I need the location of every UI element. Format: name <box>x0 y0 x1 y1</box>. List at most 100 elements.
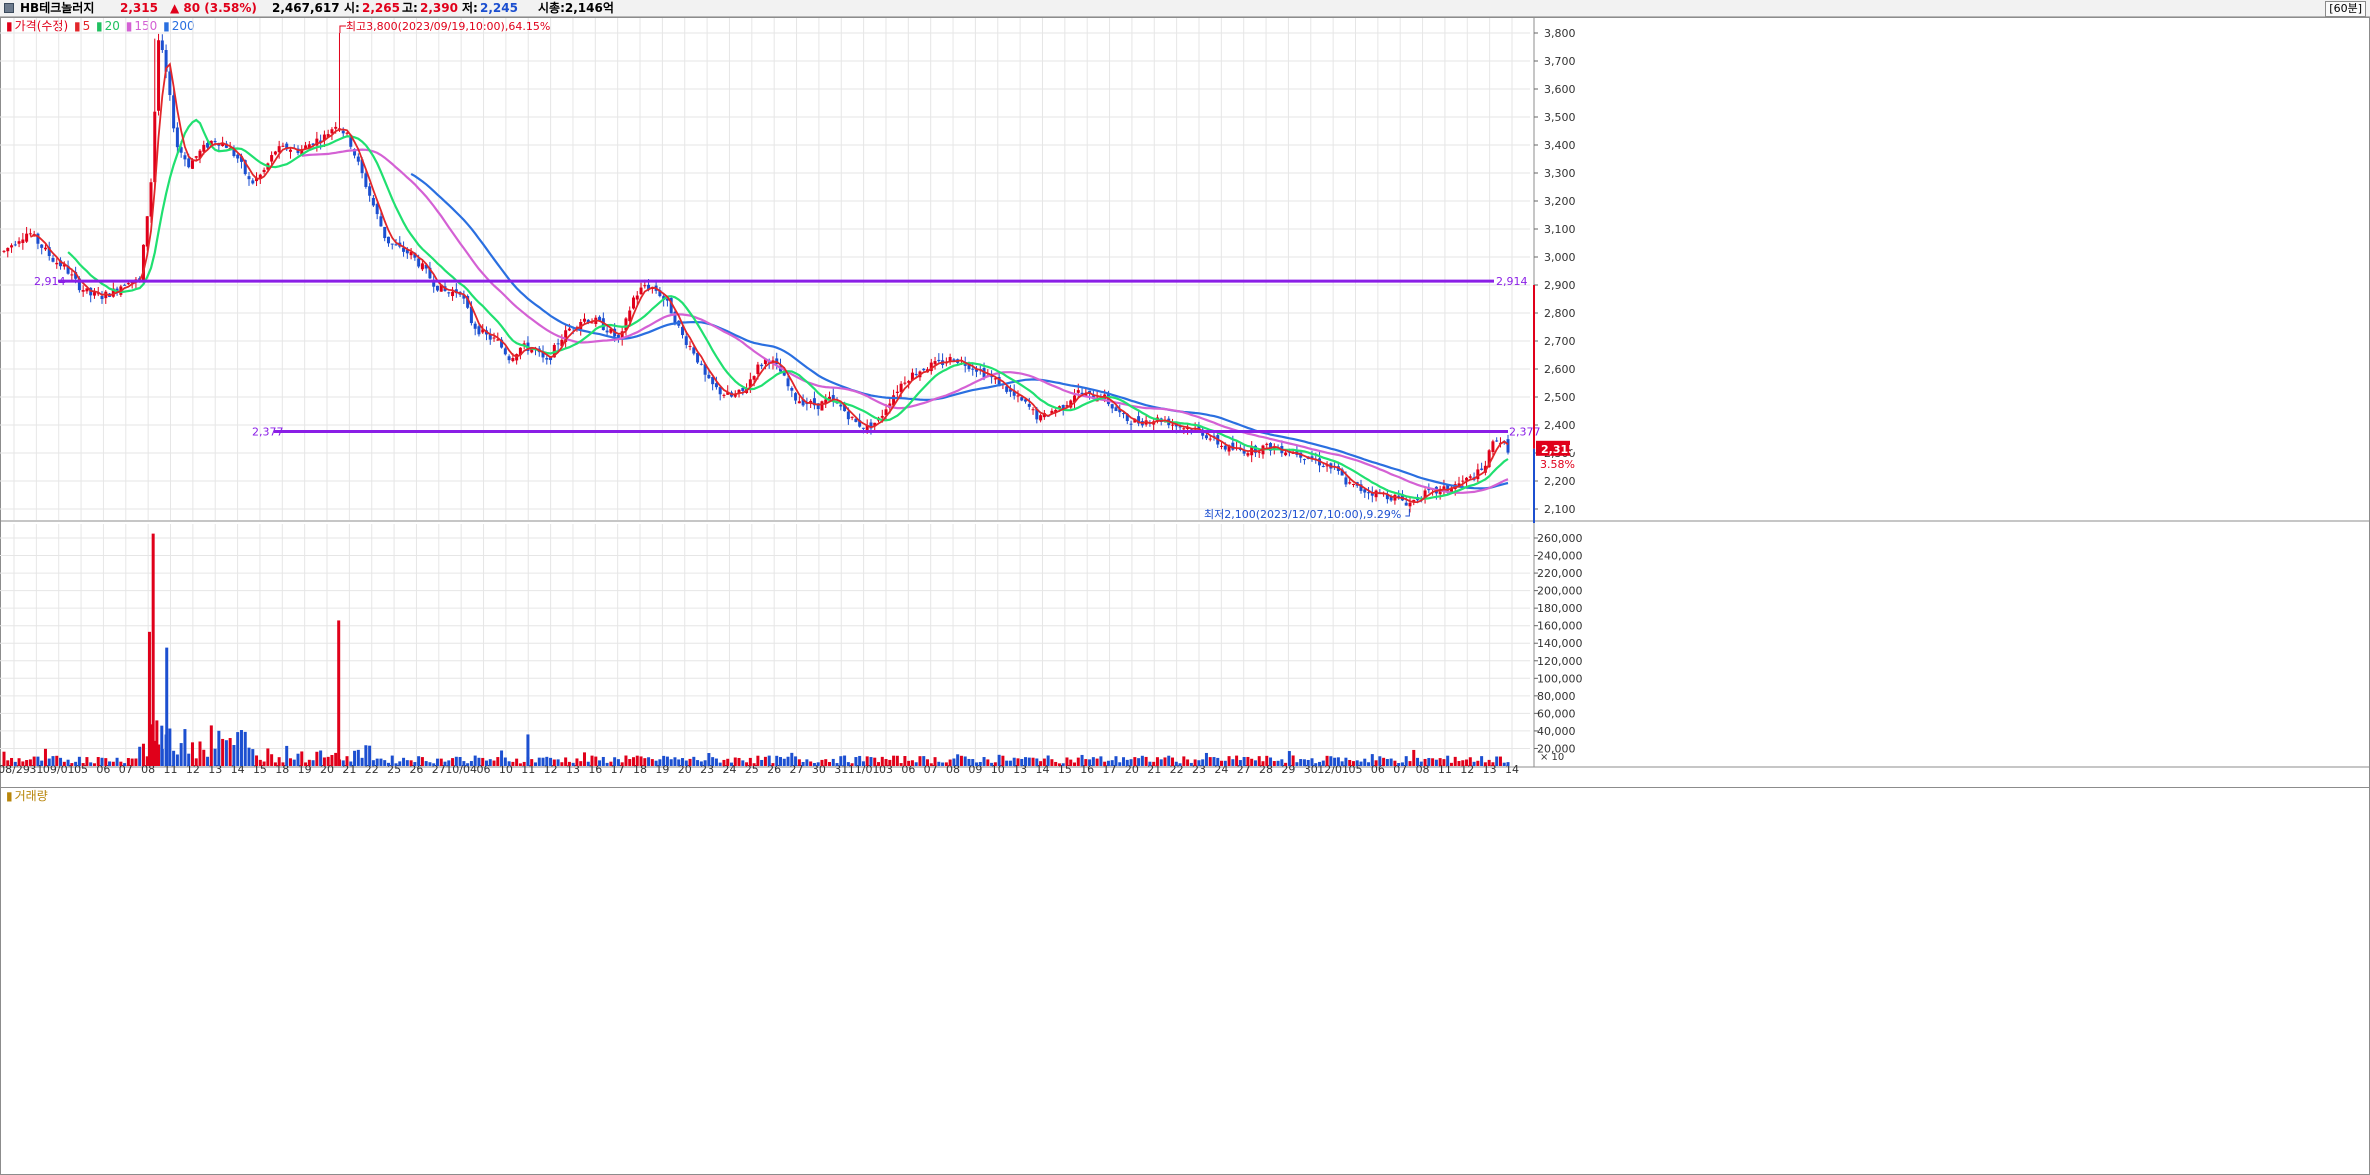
date-tick-label: 31 <box>29 763 43 776</box>
volume-bar <box>662 755 666 766</box>
volume-bar <box>194 758 198 766</box>
volume-bar <box>379 758 383 766</box>
candle-body <box>1035 408 1039 420</box>
date-tick-label: 23 <box>700 763 714 776</box>
volume-bar <box>1385 759 1389 766</box>
volume-bar <box>300 751 304 766</box>
volume-bar <box>130 758 134 766</box>
volume-bar <box>703 760 707 766</box>
volume-bar <box>1178 763 1182 766</box>
candle-body <box>194 156 198 158</box>
volume-bar <box>620 762 624 766</box>
volume-bar <box>533 762 537 766</box>
volume-bar <box>375 758 379 766</box>
candle-body <box>967 364 971 370</box>
candle-body <box>797 401 801 404</box>
volume-bar <box>402 757 406 766</box>
volume-bar <box>1412 749 1416 766</box>
price-tick-label: 2,500 <box>1544 391 1576 404</box>
candle-body <box>518 347 522 356</box>
volume-bar <box>673 757 677 766</box>
candle-body <box>816 403 820 410</box>
date-tick-label: 22 <box>365 763 379 776</box>
volume-bar <box>1220 760 1224 766</box>
volume-bar <box>405 760 409 766</box>
current-price: 2,315 <box>120 1 158 15</box>
volume-bar <box>477 757 481 766</box>
volume-bar <box>147 631 151 766</box>
candle-body <box>952 359 956 362</box>
market-cap: 시총:2,146억 <box>538 1 614 15</box>
volume-bar <box>1370 754 1374 766</box>
volume-tick-label: 20,000 <box>1537 742 1576 755</box>
candles <box>2 33 1510 513</box>
candle-body <box>1272 446 1276 449</box>
date-tick-label: 16 <box>588 763 602 776</box>
volume-bar <box>221 738 225 766</box>
price-tick-label: 3,300 <box>1544 167 1576 180</box>
candle-body <box>812 398 816 406</box>
volume-bar <box>1351 761 1355 766</box>
candle-body <box>1340 469 1344 476</box>
volume-bar <box>1020 758 1024 766</box>
candle-body <box>81 290 85 292</box>
volume-bar <box>665 756 669 766</box>
candle-body <box>643 285 647 287</box>
volume-bar <box>971 759 975 766</box>
candle-body <box>703 364 707 375</box>
volume-bar <box>1235 755 1239 766</box>
volume-bar <box>1374 760 1378 766</box>
last-change-label: 3.58% <box>1540 458 1575 471</box>
volume-bar <box>1069 759 1073 766</box>
volume-bar <box>360 757 364 766</box>
volume-tick-label: 220,000 <box>1537 567 1583 580</box>
candle-body <box>353 148 357 156</box>
volume-bar <box>714 758 718 766</box>
volume-bar <box>1246 756 1250 766</box>
candle-body <box>1069 400 1073 408</box>
volume-bar <box>892 755 896 766</box>
volume-bar <box>745 762 749 766</box>
volume-bar <box>85 757 89 766</box>
volume-bars <box>2 533 1510 766</box>
stock-name[interactable]: HB테크놀러지 <box>20 1 95 15</box>
volume-bar <box>32 756 36 766</box>
price-tick-label: 2,900 <box>1544 279 1576 292</box>
volume-bar <box>96 757 100 766</box>
candle-body <box>428 267 432 279</box>
volume-bar <box>1144 756 1148 766</box>
volume-bar <box>975 762 979 766</box>
volume-bar <box>108 761 112 766</box>
volume-bar <box>1155 757 1159 766</box>
volume-bar <box>202 749 206 766</box>
candle-body <box>948 356 952 362</box>
chart-menu-icon[interactable] <box>4 3 14 13</box>
candle-body <box>929 362 933 372</box>
volume-bar <box>1393 760 1397 766</box>
interval-selector[interactable]: [60분] <box>2325 1 2366 17</box>
volume-bar <box>1468 757 1472 766</box>
volume-bar <box>530 759 534 766</box>
volume-bar <box>1152 761 1156 766</box>
date-tick-label: 07 <box>119 763 133 776</box>
date-tick-label: 24 <box>1214 763 1228 776</box>
candle-body <box>922 368 926 371</box>
volume-bar <box>1367 762 1371 766</box>
volume-bar <box>1299 759 1303 766</box>
volume-bar <box>1287 751 1291 766</box>
volume-bar <box>413 762 417 766</box>
volume-bar <box>1261 761 1265 766</box>
volume-bar <box>601 756 605 766</box>
date-tick-label: 06 <box>1371 763 1385 776</box>
volume-bar <box>1491 762 1495 766</box>
volume-bar <box>319 750 323 766</box>
volume-bar <box>650 759 654 766</box>
volume-bar <box>285 745 289 766</box>
volume-bar <box>1382 757 1386 766</box>
candle-body <box>590 322 594 324</box>
volume-axis: 20,000 40,000 60,000 80,000 100,000 120,000 14… <box>1534 532 1583 755</box>
volume-bar <box>767 755 771 766</box>
candle-body <box>861 427 865 429</box>
candle-body <box>394 244 398 246</box>
